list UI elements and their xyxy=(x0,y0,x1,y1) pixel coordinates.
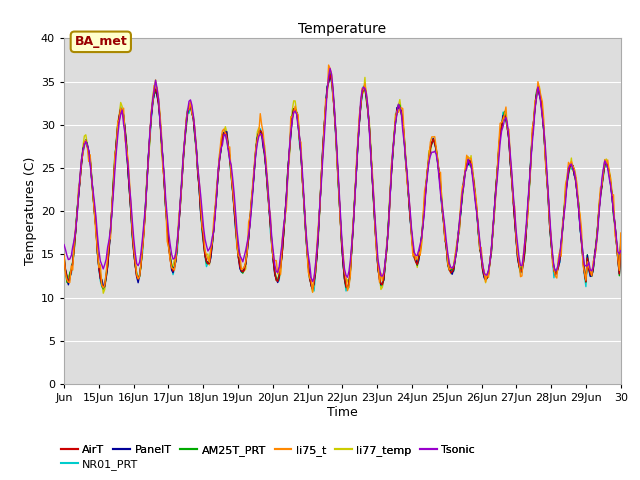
Text: BA_met: BA_met xyxy=(74,36,127,48)
Title: Temperature: Temperature xyxy=(298,22,387,36)
Legend: AirT, PanelT, AM25T_PRT, li75_t, li77_temp, Tsonic: AirT, PanelT, AM25T_PRT, li75_t, li77_te… xyxy=(57,440,479,460)
Y-axis label: Temperatures (C): Temperatures (C) xyxy=(24,157,36,265)
Legend: NR01_PRT: NR01_PRT xyxy=(57,455,143,474)
X-axis label: Time: Time xyxy=(327,406,358,419)
